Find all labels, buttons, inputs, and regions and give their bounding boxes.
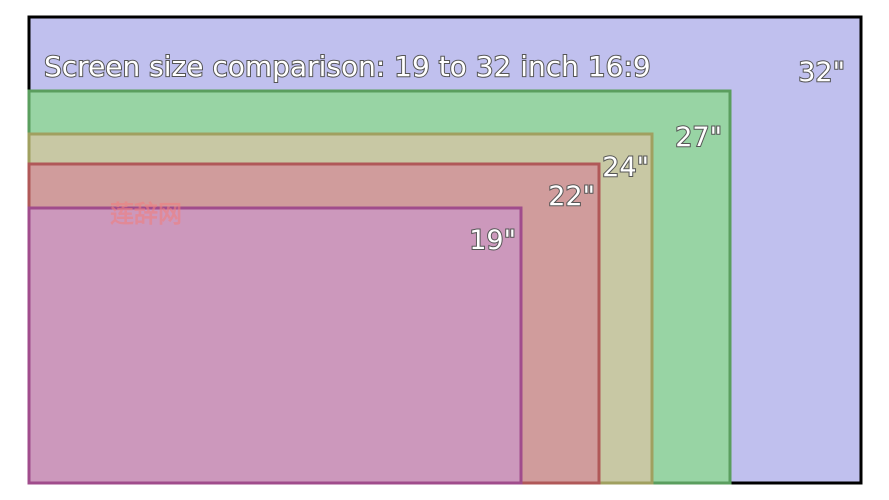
watermark: 莲辞网 — [110, 200, 182, 228]
size-label: 27" — [675, 122, 722, 153]
title: Screen size comparison: 19 to 32 inch 16… — [44, 50, 651, 83]
screen-19 — [27, 206, 523, 485]
size-label: 19" — [469, 225, 516, 256]
size-label: 32" — [798, 57, 845, 88]
size-label: 24" — [602, 152, 649, 183]
size-label: 22" — [548, 181, 595, 212]
